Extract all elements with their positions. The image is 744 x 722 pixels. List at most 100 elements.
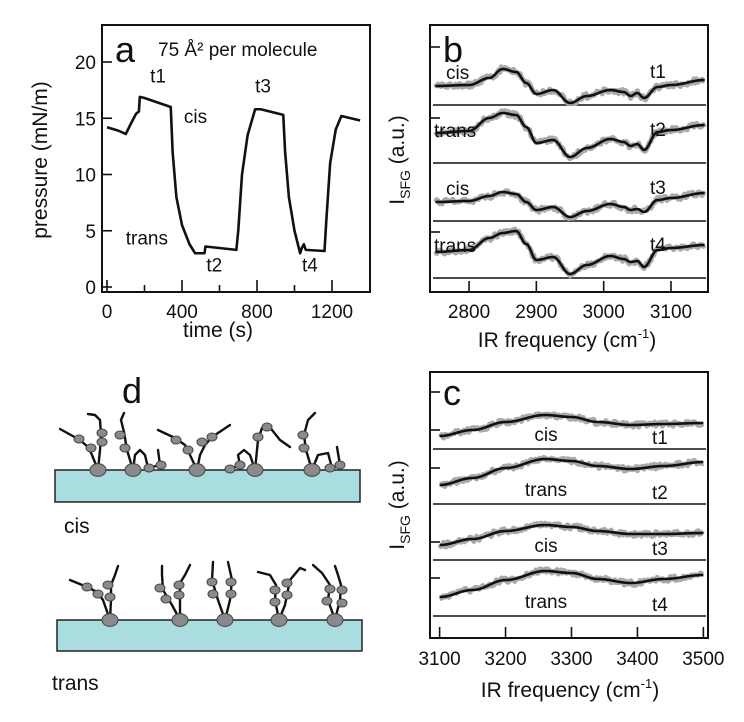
y-tick-label: 15 bbox=[75, 109, 96, 130]
azobenzene-bead bbox=[173, 590, 185, 600]
headgroup-bead bbox=[216, 613, 234, 627]
panel-b-letter: b bbox=[443, 29, 463, 70]
x-tick-label: 2900 bbox=[515, 302, 557, 323]
azobenzene-bead bbox=[269, 597, 281, 607]
xlabel-sup: -1 bbox=[638, 326, 650, 341]
state-label: trans bbox=[434, 236, 476, 257]
azobenzene-bead bbox=[269, 585, 281, 595]
ylabel-sub: SFG bbox=[397, 170, 413, 199]
fit-line-t2 bbox=[435, 111, 705, 159]
panel-b-ylabel: ISFG (a.u.) bbox=[386, 115, 413, 204]
panel-c-xlabel: IR frequency (cm-1) bbox=[481, 676, 659, 702]
fit-line-t4 bbox=[435, 229, 705, 276]
azobenzene-bead bbox=[206, 577, 218, 587]
time-label: t3 bbox=[650, 178, 666, 199]
azobenzene-bead bbox=[324, 584, 336, 594]
headgroup-bead bbox=[101, 613, 119, 627]
azobenzene-bead bbox=[281, 578, 293, 588]
azobenzene-bead bbox=[119, 443, 131, 453]
headgroup-bead bbox=[188, 463, 206, 477]
azobenzene-bead bbox=[81, 582, 93, 592]
time-label: t3 bbox=[652, 539, 668, 560]
panel-a-xlabel: time (s) bbox=[183, 319, 253, 342]
molecule-chain bbox=[195, 423, 232, 472]
panel-a-letter: a bbox=[115, 29, 136, 70]
azobenzene-bead bbox=[73, 434, 85, 444]
azobenzene-bead bbox=[225, 577, 237, 587]
cis-molecules bbox=[58, 411, 346, 477]
y-tick-label: 20 bbox=[75, 53, 96, 74]
y-tick-label: 5 bbox=[85, 222, 96, 243]
state-label: cis bbox=[446, 63, 469, 84]
annotation-text: 75 Å² per molecule bbox=[158, 40, 317, 61]
curve-label-t1: t1 bbox=[150, 66, 166, 87]
azobenzene-bead bbox=[104, 592, 116, 602]
x-tick-label: 800 bbox=[241, 302, 273, 323]
panel-b: b IR frequency (cm-1) ISFG (a.u.) 2800 29… bbox=[386, 24, 709, 352]
x-tick-label: 3100 bbox=[418, 649, 460, 670]
azobenzene-bead bbox=[154, 583, 166, 593]
molecule-chain bbox=[253, 423, 292, 472]
azobenzene-bead bbox=[298, 443, 310, 453]
molecule-chain bbox=[156, 428, 199, 472]
azobenzene-bead bbox=[234, 460, 246, 470]
curve-label-t4: t4 bbox=[302, 255, 318, 276]
azobenzene-bead bbox=[225, 589, 237, 599]
state-label: cis bbox=[534, 536, 557, 557]
state-label: trans bbox=[434, 121, 476, 142]
azobenzene-bead bbox=[324, 463, 336, 473]
azobenzene-bead bbox=[196, 437, 208, 447]
time-label: t2 bbox=[652, 483, 668, 504]
panel-c-letter: c bbox=[443, 372, 461, 413]
trans-label: trans bbox=[52, 672, 99, 695]
panel-a-annotation: 75 Å² per molecule bbox=[158, 40, 317, 61]
x-tick-label: 0 bbox=[102, 302, 113, 323]
pressure-line bbox=[106, 95, 361, 255]
azobenzene-bead bbox=[206, 432, 218, 442]
azobenzene-bead bbox=[143, 463, 155, 473]
fit-line-t1 bbox=[435, 67, 705, 105]
ylabel-unit: (a.u.) bbox=[386, 460, 409, 515]
ylabel-text: I bbox=[386, 544, 409, 550]
headgroup-bead bbox=[326, 613, 344, 627]
fit-line-t4 bbox=[439, 569, 704, 599]
azobenzene-bead bbox=[182, 445, 194, 455]
azobenzene-bead bbox=[297, 430, 309, 440]
panel-d-letter: d bbox=[122, 370, 142, 411]
xlabel-text: IR frequency (cm bbox=[478, 329, 638, 352]
x-tick-label: 400 bbox=[166, 302, 198, 323]
molecule-chain bbox=[86, 412, 103, 472]
fit-line-t1 bbox=[439, 413, 704, 438]
molecule-chain bbox=[256, 570, 281, 622]
x-tick-label: 2800 bbox=[448, 302, 490, 323]
panel-c: c IR frequency (cm-1) ISFG (a.u.) 3100 32… bbox=[386, 371, 725, 702]
azobenzene-bead bbox=[96, 428, 108, 438]
azobenzene-bead bbox=[160, 594, 172, 604]
azobenzene-bead bbox=[207, 589, 219, 599]
time-label: t4 bbox=[652, 595, 668, 616]
curve-label-t3: t3 bbox=[255, 76, 271, 97]
azobenzene-bead bbox=[336, 598, 348, 608]
molecule-chain bbox=[302, 411, 317, 472]
headgroup-bead bbox=[270, 613, 288, 627]
x-tick-label: 3400 bbox=[616, 649, 658, 670]
curve-label-t2: t2 bbox=[206, 255, 222, 276]
time-label: t4 bbox=[650, 235, 666, 256]
panel-a: a 75 Å² per molecule time (s) pressure (… bbox=[29, 24, 371, 342]
panel-a-frame bbox=[101, 24, 371, 293]
azobenzene-bead bbox=[92, 589, 104, 599]
curve-label-cis: cis bbox=[184, 107, 207, 128]
azobenzene-bead bbox=[85, 443, 97, 453]
azobenzene-bead bbox=[155, 460, 167, 470]
panel-b-xlabel: IR frequency (cm-1) bbox=[478, 326, 656, 352]
x-tick-label: 3500 bbox=[682, 649, 724, 670]
azobenzene-bead bbox=[252, 432, 264, 442]
headgroup-bead bbox=[171, 613, 189, 627]
xlabel-sup: -1 bbox=[641, 676, 653, 691]
headgroup-bead bbox=[124, 463, 142, 477]
state-label: trans bbox=[525, 592, 567, 613]
fit-line-t3 bbox=[439, 523, 704, 547]
azobenzene-bead bbox=[224, 464, 236, 474]
azobenzene-bead bbox=[321, 596, 333, 606]
